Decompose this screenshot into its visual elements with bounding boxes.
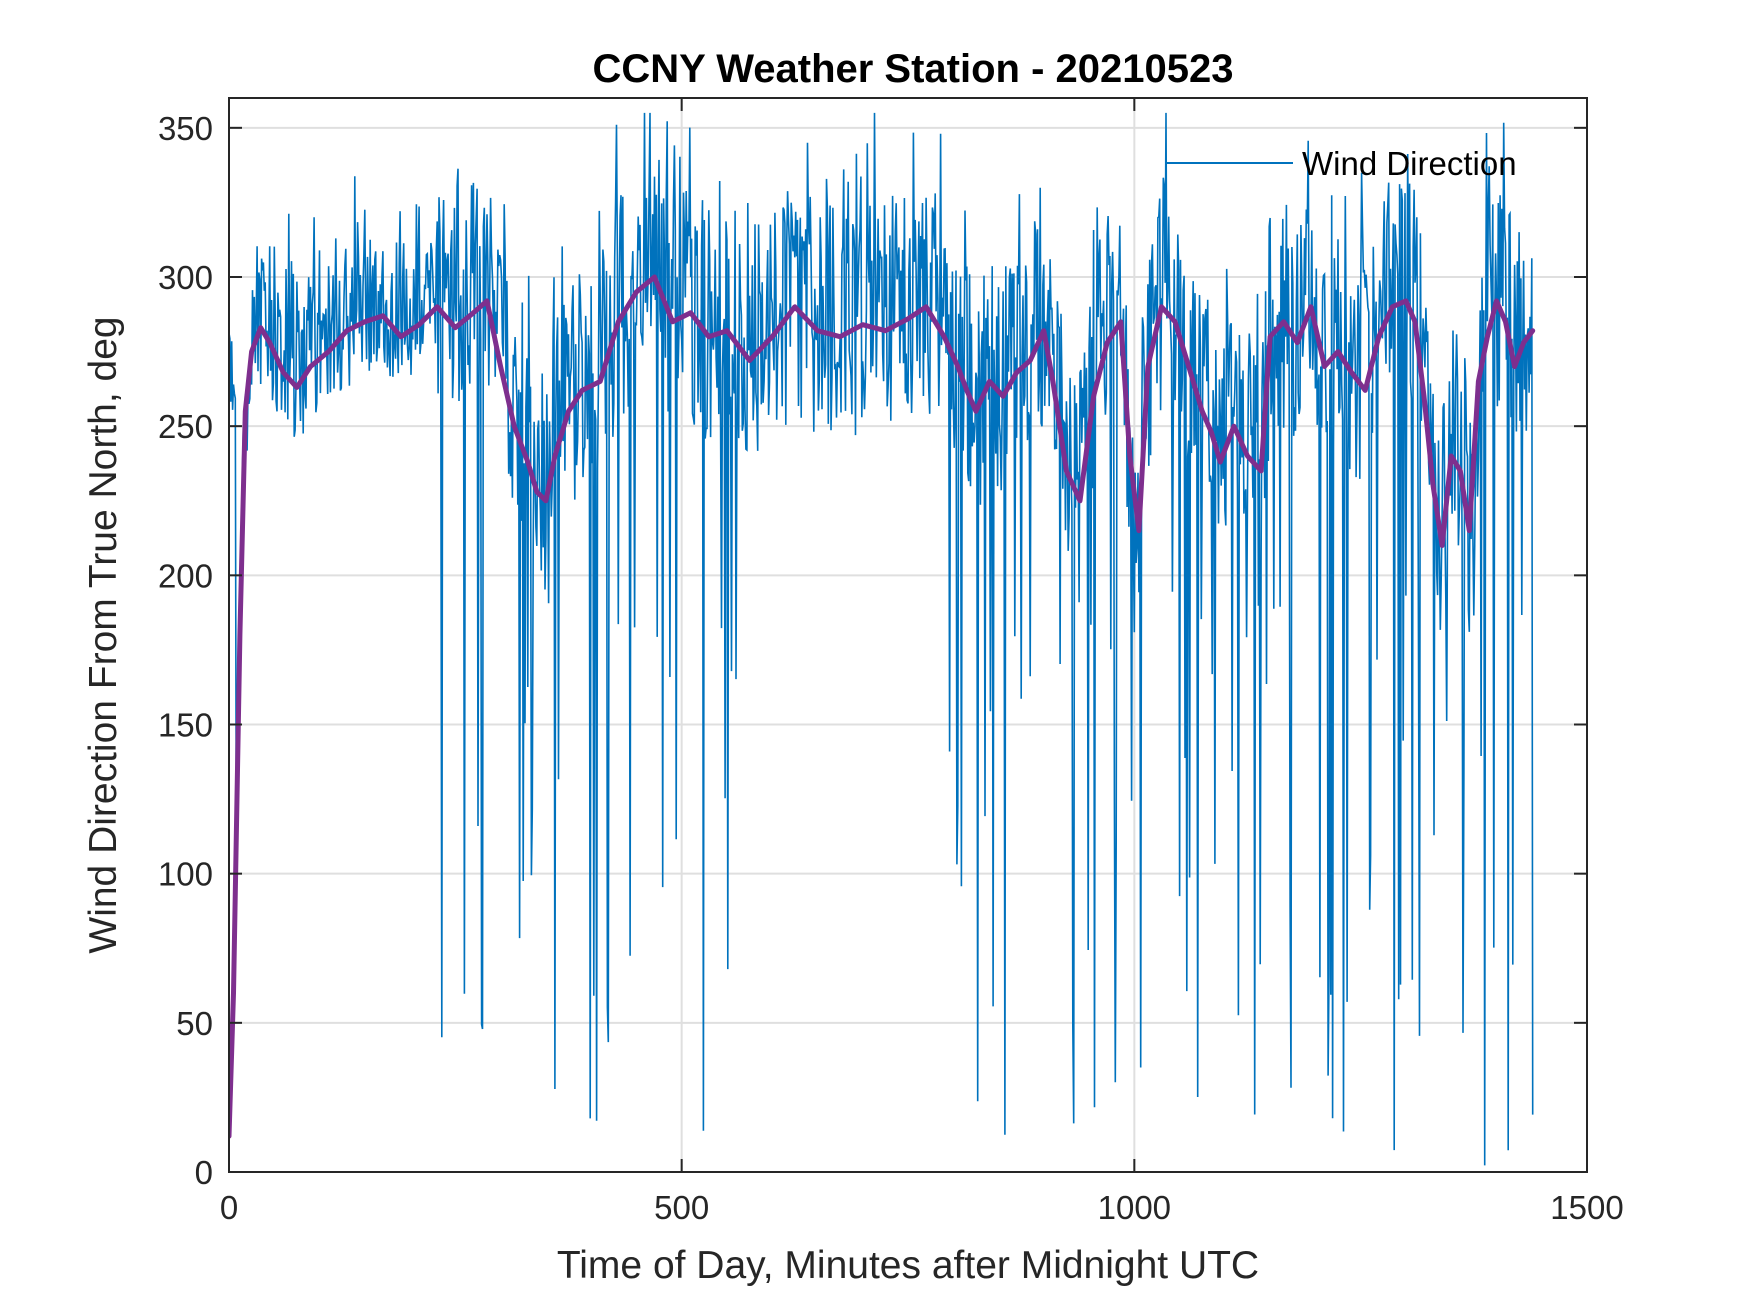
x-tick-label: 1000 xyxy=(1098,1189,1171,1226)
y-tick-label: 200 xyxy=(158,557,213,594)
legend-entry-wind-direction: Wind Direction xyxy=(1302,145,1517,182)
axes-box xyxy=(228,97,1588,1173)
legend: Wind Direction xyxy=(1167,145,1517,182)
y-tick-label: 250 xyxy=(158,408,213,445)
x-tick-label: 0 xyxy=(220,1189,238,1226)
axis-ticks xyxy=(228,98,1588,1173)
x-tick-label: 500 xyxy=(654,1189,709,1226)
series-smoothed-wind-direction xyxy=(229,274,1536,1139)
x-tick-label: 1500 xyxy=(1550,1189,1623,1226)
series-wind-direction xyxy=(229,112,1534,1166)
y-tick-label: 100 xyxy=(158,856,213,893)
x-tick-labels: 0 500 1000 1500 xyxy=(220,1189,1624,1226)
y-tick-label: 300 xyxy=(158,259,213,296)
series-line-wind-direction xyxy=(229,112,1534,1166)
y-tick-label: 50 xyxy=(176,1005,213,1042)
chart-title: CCNY Weather Station - 20210523 xyxy=(593,47,1234,91)
y-tick-labels: 0 50 100 150 200 250 300 350 xyxy=(158,110,213,1191)
y-tick-label: 0 xyxy=(195,1154,213,1191)
y-axis-label: Wind Direction From True North, deg xyxy=(82,316,125,953)
series-line-smoothed-wind-direction xyxy=(229,274,1536,1139)
y-tick-label: 350 xyxy=(158,110,213,147)
x-axis-label: Time of Day, Minutes after Midnight UTC xyxy=(557,1244,1259,1287)
y-tick-label: 150 xyxy=(158,707,213,744)
